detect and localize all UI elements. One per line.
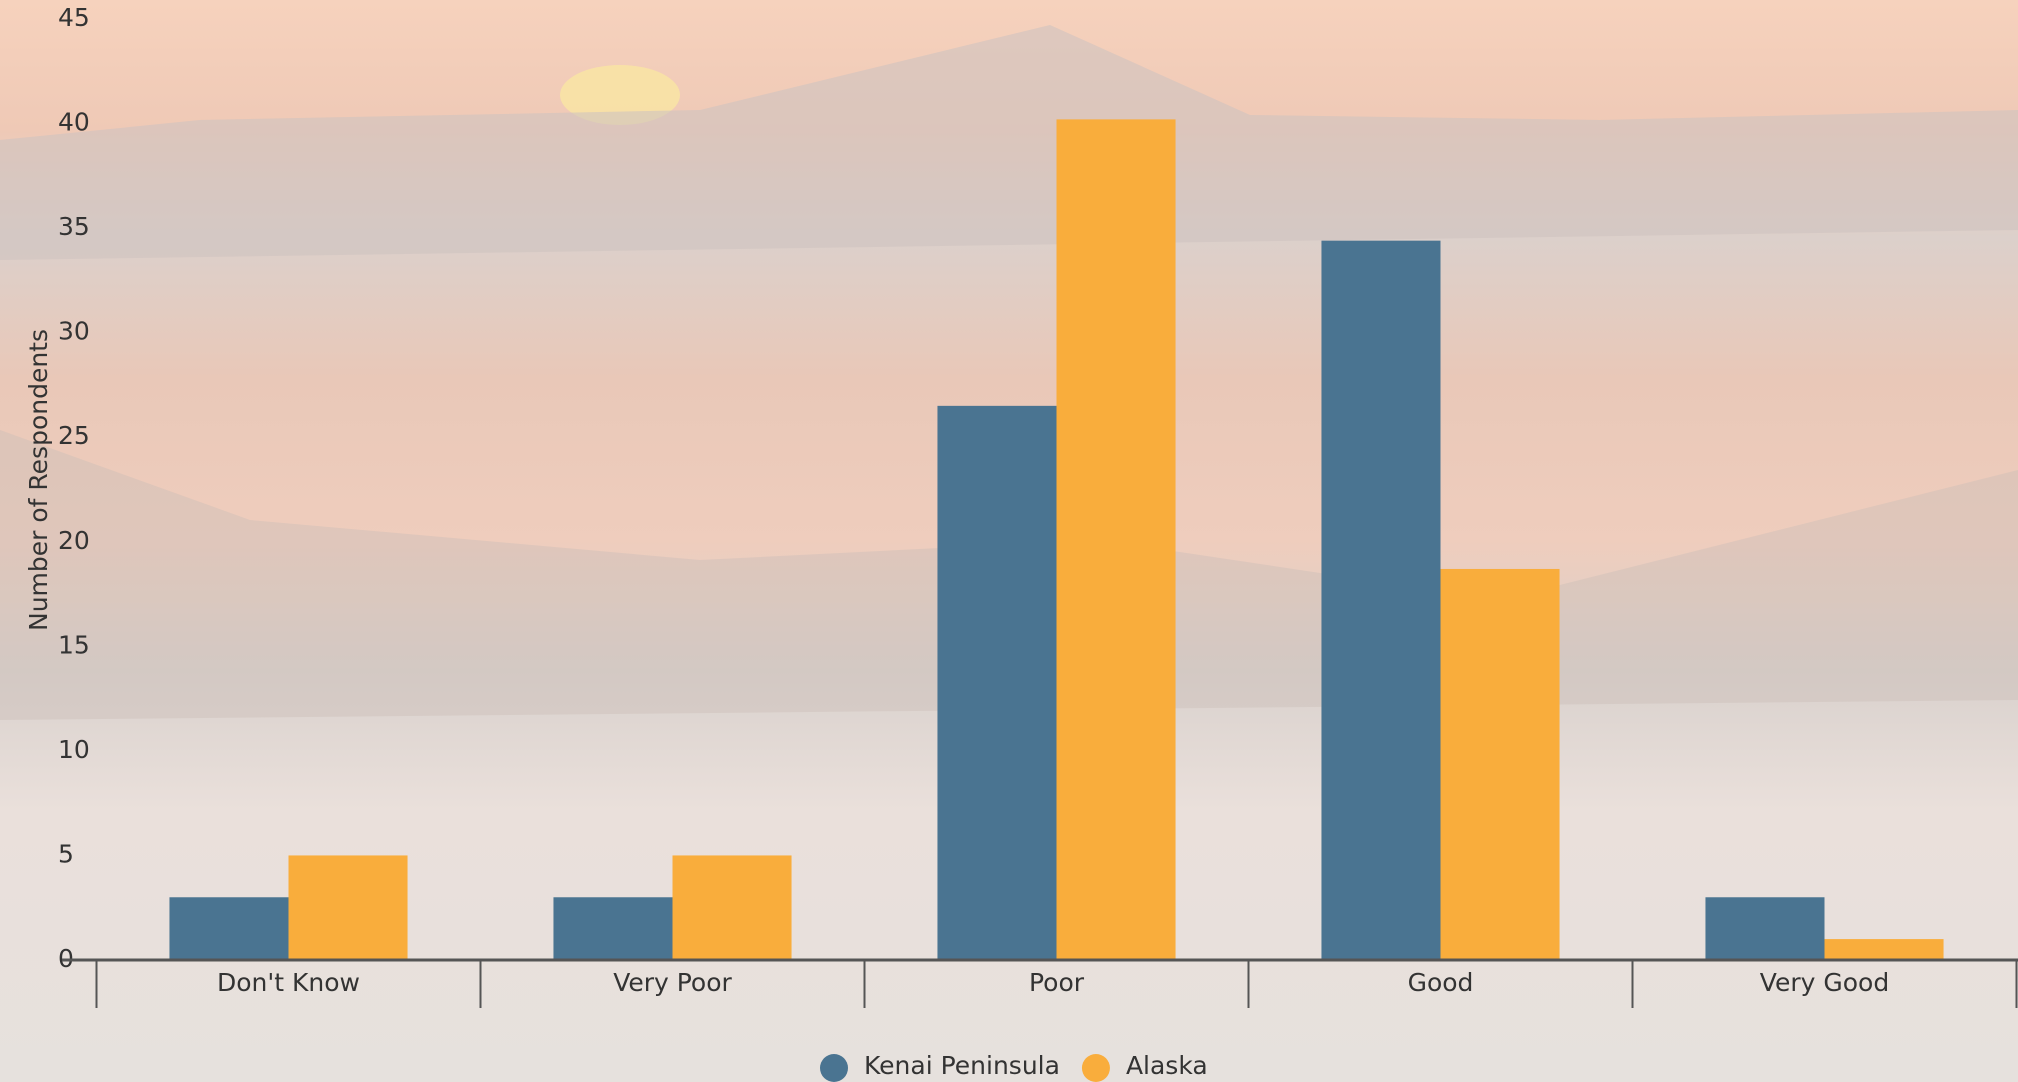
y-tick-label: 10 [58, 735, 90, 764]
y-tick-label: 20 [58, 526, 90, 555]
bar [1321, 241, 1440, 960]
bar [1057, 119, 1176, 960]
y-tick-label: 35 [58, 212, 90, 241]
x-tick-label: Very Good [1760, 968, 1889, 997]
x-tick-label: Don't Know [217, 968, 360, 997]
y-tick-label: 25 [58, 421, 90, 450]
bar [673, 855, 792, 960]
bar [1441, 569, 1560, 960]
legend-marker [1082, 1054, 1110, 1082]
mountains [0, 25, 2018, 260]
y-tick-label: 45 [58, 3, 90, 32]
bar [553, 897, 672, 960]
x-tick-label: Very Poor [613, 968, 732, 997]
bar [289, 855, 408, 960]
y-tick-label: 5 [58, 839, 74, 868]
legend-label: Kenai Peninsula [864, 1051, 1060, 1080]
bar [169, 897, 288, 960]
y-tick-label: 40 [58, 108, 90, 137]
legend-marker [820, 1054, 848, 1082]
y-tick-label: 30 [58, 317, 90, 346]
y-tick-label: 15 [58, 630, 90, 659]
bar [1825, 939, 1944, 960]
x-tick-label: Poor [1029, 968, 1085, 997]
bar [937, 406, 1056, 960]
bar [1705, 897, 1824, 960]
x-tick-label: Good [1408, 968, 1474, 997]
legend-label: Alaska [1126, 1051, 1208, 1080]
chart: Number of Respondents 051015202530354045… [0, 0, 2018, 1082]
y-axis-label: Number of Respondents [24, 329, 53, 631]
